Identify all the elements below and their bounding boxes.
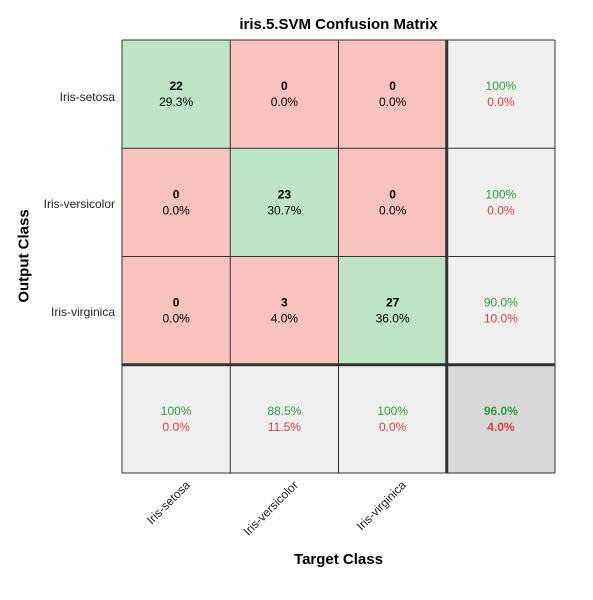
col-summary-2	[338, 364, 447, 473]
overall-correct: 96.0%	[484, 404, 518, 418]
row-summary-2	[446, 256, 555, 365]
overall-cell	[446, 364, 555, 473]
col-summary-1	[230, 364, 339, 473]
col-summary-0	[122, 364, 231, 473]
cell-percent-0-1: 0.0%	[271, 95, 299, 109]
col-summary-incorrect-0: 0.0%	[162, 420, 190, 434]
row-summary-correct-0: 100%	[486, 79, 517, 93]
cell-0-0	[122, 40, 231, 149]
cell-count-0-0: 22	[169, 79, 183, 93]
cell-1-1	[230, 148, 339, 257]
cell-0-1	[230, 40, 339, 149]
cell-percent-1-2: 0.0%	[379, 203, 407, 217]
cell-percent-2-2: 36.0%	[376, 312, 410, 326]
cell-percent-2-1: 4.0%	[271, 312, 299, 326]
overall-incorrect: 4.0%	[487, 420, 515, 434]
cell-1-2	[338, 148, 447, 257]
cell-count-2-1: 3	[281, 296, 288, 310]
cell-2-2	[338, 256, 447, 365]
col-summary-incorrect-1: 11.5%	[268, 420, 301, 434]
col-summary-correct-1: 88.5%	[267, 404, 301, 418]
cell-count-1-2: 0	[389, 187, 396, 201]
row-summary-incorrect-1: 0.0%	[487, 203, 515, 217]
y-tick-label-1: Iris-versicolor	[43, 197, 115, 211]
x-axis-label: Target Class	[294, 551, 383, 568]
chart-title: iris.5.SVM Confusion Matrix	[239, 16, 438, 33]
cell-percent-1-0: 0.0%	[162, 203, 190, 217]
cell-2-0	[122, 256, 231, 365]
y-tick-label-0: Iris-setosa	[59, 90, 115, 104]
row-summary-incorrect-2: 10.0%	[484, 312, 518, 326]
cell-0-2	[338, 40, 447, 149]
col-summary-incorrect-2: 0.0%	[379, 420, 407, 434]
row-summary-correct-2: 90.0%	[484, 296, 518, 310]
cell-count-1-0: 0	[173, 187, 180, 201]
row-summary-0	[446, 40, 555, 149]
row-summary-incorrect-0: 0.0%	[487, 95, 515, 109]
col-summary-correct-2: 100%	[377, 404, 408, 418]
row-summary-correct-1: 100%	[486, 187, 517, 201]
cell-percent-2-0: 0.0%	[162, 312, 190, 326]
cell-1-0	[122, 148, 231, 257]
cell-percent-0-0: 29.3%	[159, 95, 193, 109]
cell-percent-1-1: 30.7%	[267, 203, 301, 217]
col-summary-correct-0: 100%	[161, 404, 192, 418]
cell-2-1	[230, 256, 339, 365]
cell-count-2-2: 27	[386, 296, 400, 310]
cell-count-2-0: 0	[173, 296, 180, 310]
row-summary-1	[446, 148, 555, 257]
cell-count-0-1: 0	[281, 79, 288, 93]
y-tick-label-2: Iris-virginica	[50, 305, 115, 319]
cell-count-1-1: 23	[278, 187, 292, 201]
cell-percent-0-2: 0.0%	[379, 95, 407, 109]
cell-count-0-2: 0	[389, 79, 396, 93]
